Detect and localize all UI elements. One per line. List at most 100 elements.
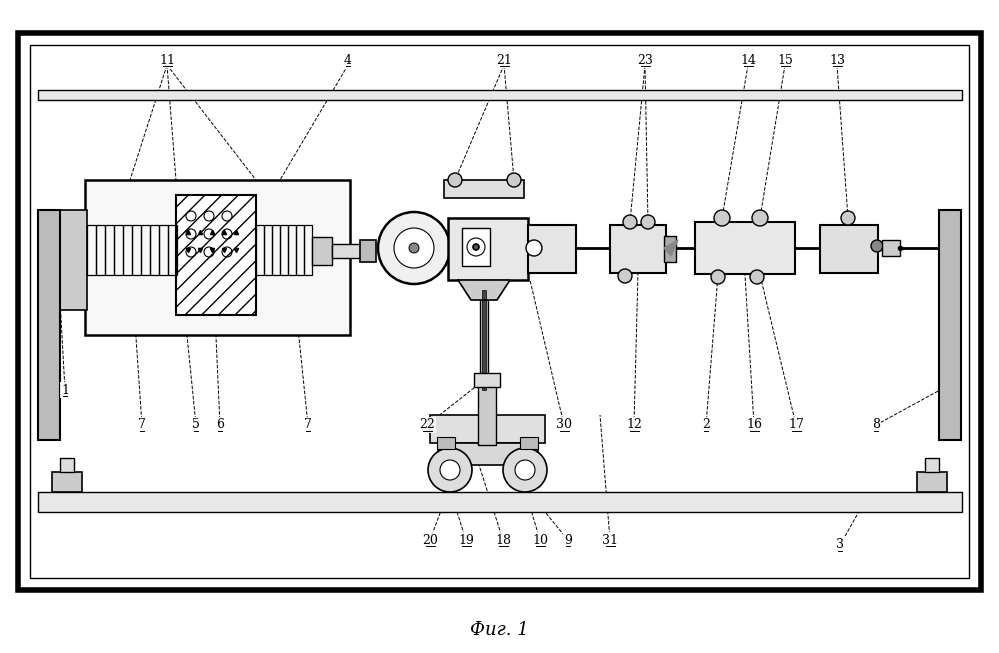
Circle shape [841, 211, 855, 225]
Bar [444, 180, 524, 198]
Text: 22: 22 [420, 419, 435, 432]
Circle shape [515, 460, 535, 480]
Bar [478, 380, 496, 445]
Circle shape [378, 212, 450, 284]
Text: 6: 6 [216, 419, 224, 432]
Bar [105, 225, 114, 275]
Bar [264, 225, 272, 275]
Bar [150, 225, 159, 275]
Bar [332, 244, 362, 258]
Text: Фиг. 1: Фиг. 1 [471, 621, 528, 639]
Bar [480, 280, 488, 415]
Bar [664, 236, 676, 262]
Bar [917, 472, 947, 492]
Circle shape [641, 215, 655, 229]
Text: 3: 3 [836, 539, 844, 552]
Bar [296, 225, 304, 275]
Circle shape [618, 269, 632, 283]
Bar [168, 225, 177, 275]
Bar [256, 225, 264, 275]
Circle shape [467, 238, 485, 256]
Bar [288, 225, 296, 275]
Bar [272, 225, 280, 275]
Text: 13: 13 [829, 54, 845, 67]
Bar [85, 180, 350, 335]
Polygon shape [458, 280, 510, 300]
Bar [123, 225, 132, 275]
Bar [820, 225, 878, 273]
Text: 4: 4 [344, 54, 352, 67]
Bar [38, 492, 962, 512]
Circle shape [409, 243, 419, 253]
Bar [610, 225, 666, 273]
Text: 1: 1 [61, 383, 69, 396]
Bar [528, 225, 576, 273]
Circle shape [714, 210, 730, 226]
Bar [695, 222, 795, 274]
Text: 31: 31 [602, 534, 618, 547]
Text: 21: 21 [497, 54, 511, 67]
Circle shape [473, 244, 479, 250]
Bar [114, 225, 123, 275]
Bar [474, 373, 500, 387]
Bar [52, 472, 82, 492]
Bar [60, 458, 74, 472]
Bar [304, 225, 312, 275]
Bar [312, 237, 332, 265]
Text: 17: 17 [788, 419, 804, 432]
Text: 14: 14 [740, 54, 756, 67]
Text: 15: 15 [777, 54, 793, 67]
Bar [38, 90, 962, 100]
Bar [159, 225, 168, 275]
Bar [437, 437, 455, 449]
Bar [520, 437, 538, 449]
Circle shape [428, 448, 472, 492]
Bar [438, 443, 538, 465]
Text: 18: 18 [495, 534, 511, 547]
Bar [132, 225, 141, 275]
Bar [87, 225, 96, 275]
Text: 2: 2 [702, 419, 710, 432]
Text: 19: 19 [459, 534, 474, 547]
Circle shape [752, 210, 768, 226]
Polygon shape [664, 240, 678, 256]
Text: 5: 5 [192, 419, 200, 432]
Text: 9: 9 [564, 534, 572, 547]
Circle shape [503, 448, 547, 492]
Bar [30, 45, 969, 578]
Circle shape [394, 228, 434, 268]
Bar [141, 225, 150, 275]
Text: 16: 16 [746, 419, 762, 432]
Text: 8: 8 [872, 419, 880, 432]
Bar [60, 210, 87, 310]
Circle shape [623, 215, 637, 229]
Circle shape [440, 460, 460, 480]
Circle shape [871, 240, 883, 252]
Circle shape [526, 240, 542, 256]
Bar [18, 33, 981, 590]
Text: 7: 7 [304, 419, 312, 432]
Text: 23: 23 [637, 54, 653, 67]
Circle shape [711, 270, 725, 284]
Text: 11: 11 [159, 54, 175, 67]
Bar [482, 290, 486, 390]
Bar [38, 210, 60, 440]
Text: 30: 30 [556, 419, 572, 432]
Bar [280, 225, 288, 275]
Bar [882, 240, 900, 256]
Bar [939, 210, 961, 440]
Text: 20: 20 [422, 534, 438, 547]
Circle shape [507, 173, 521, 187]
Bar [96, 225, 105, 275]
Text: 7: 7 [138, 419, 146, 432]
Bar [925, 458, 939, 472]
Text: 10: 10 [532, 534, 548, 547]
Circle shape [750, 270, 764, 284]
Bar [176, 195, 256, 315]
Bar [448, 218, 528, 280]
Bar [462, 228, 490, 266]
Text: 12: 12 [626, 419, 642, 432]
Bar [430, 415, 545, 443]
Circle shape [448, 173, 462, 187]
Bar [360, 240, 376, 262]
